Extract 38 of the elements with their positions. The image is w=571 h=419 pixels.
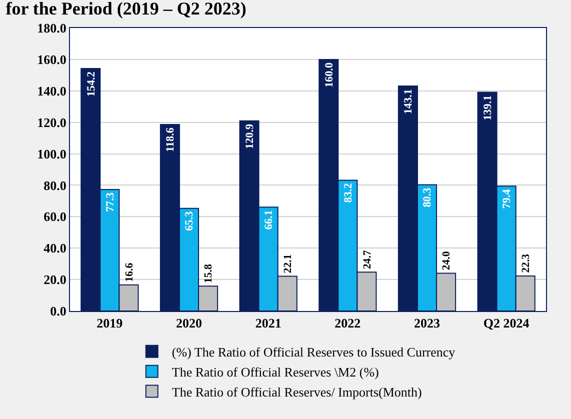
y-tick-label: 180.0 (37, 20, 66, 36)
data-label: 154.2 (85, 71, 98, 97)
data-label: 77.3 (104, 192, 116, 212)
y-tick-label: 40.0 (44, 240, 66, 256)
data-label: 15.8 (202, 264, 215, 284)
y-tick-label: 120.0 (37, 114, 66, 130)
x-tick-label: Q2 2024 (483, 316, 530, 331)
data-label: 160.0 (323, 62, 336, 88)
x-tick-label: 2019 (96, 316, 124, 331)
y-tick-label: 20.0 (44, 272, 66, 288)
y-tick-label: 80.0 (44, 178, 66, 193)
chart-title: for the Period (2019 – Q2 2023) (6, 0, 246, 19)
data-label: 65.3 (184, 210, 196, 231)
data-label: 66.1 (263, 210, 276, 230)
x-tick-label: 2020 (176, 316, 202, 331)
x-tick-label: 2023 (414, 316, 440, 331)
data-label: 83.2 (342, 182, 354, 203)
y-tick-label: 140.0 (37, 83, 66, 98)
legend-label: The Ratio of Official Reserves/ Imports(Month) (172, 384, 422, 400)
y-tick-label: 160.0 (37, 52, 66, 67)
y-tick-label: 0.0 (50, 304, 66, 319)
data-label: 22.3 (520, 253, 532, 273)
data-label: 24.0 (440, 250, 453, 270)
data-label: 79.4 (501, 188, 514, 209)
data-label: 143.1 (402, 89, 415, 114)
data-label: 22.1 (282, 254, 294, 274)
data-label: 120.9 (244, 124, 256, 150)
data-label: 139.1 (482, 95, 494, 120)
legend-label: The Ratio of Official Reserves \M2 (%) (172, 364, 379, 380)
y-tick-label: 100.0 (37, 146, 66, 162)
x-tick-label: 2022 (334, 316, 361, 331)
y-tick-label: 60.0 (44, 209, 66, 224)
legend-label: (%) The Ratio of Official Reserves to Issued Currency (172, 344, 456, 360)
data-label: 24.7 (361, 250, 374, 270)
data-label: 118.6 (164, 127, 177, 152)
x-tick-label: 2021 (255, 316, 282, 331)
data-label: 16.6 (123, 262, 136, 282)
data-label: 80.3 (422, 187, 434, 208)
